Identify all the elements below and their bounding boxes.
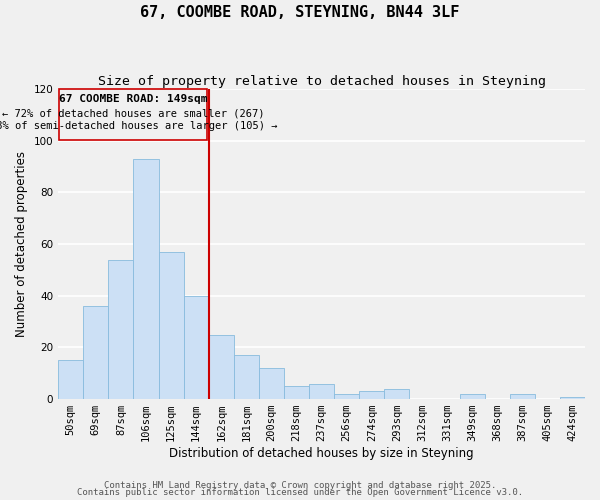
Bar — [58, 360, 83, 399]
Bar — [560, 396, 585, 399]
Bar — [385, 389, 409, 399]
Bar — [334, 394, 359, 399]
Bar — [284, 386, 309, 399]
Bar — [184, 296, 209, 399]
Bar — [359, 392, 385, 399]
Text: ← 72% of detached houses are smaller (267): ← 72% of detached houses are smaller (26… — [2, 108, 265, 118]
Bar — [234, 355, 259, 399]
Bar — [158, 252, 184, 399]
Y-axis label: Number of detached properties: Number of detached properties — [15, 151, 28, 337]
Title: Size of property relative to detached houses in Steyning: Size of property relative to detached ho… — [98, 75, 545, 88]
Bar — [83, 306, 109, 399]
Bar — [510, 394, 535, 399]
Bar — [133, 159, 158, 399]
Text: 67, COOMBE ROAD, STEYNING, BN44 3LF: 67, COOMBE ROAD, STEYNING, BN44 3LF — [140, 5, 460, 20]
Text: 67 COOMBE ROAD: 149sqm: 67 COOMBE ROAD: 149sqm — [59, 94, 208, 104]
Text: Contains public sector information licensed under the Open Government Licence v3: Contains public sector information licen… — [77, 488, 523, 497]
Text: 28% of semi-detached houses are larger (105) →: 28% of semi-detached houses are larger (… — [0, 122, 277, 132]
Bar — [309, 384, 334, 399]
X-axis label: Distribution of detached houses by size in Steyning: Distribution of detached houses by size … — [169, 447, 474, 460]
Bar — [109, 260, 133, 399]
Text: Contains HM Land Registry data © Crown copyright and database right 2025.: Contains HM Land Registry data © Crown c… — [104, 480, 496, 490]
Bar — [209, 334, 234, 399]
Bar — [460, 394, 485, 399]
Bar — [259, 368, 284, 399]
FancyBboxPatch shape — [59, 89, 208, 140]
